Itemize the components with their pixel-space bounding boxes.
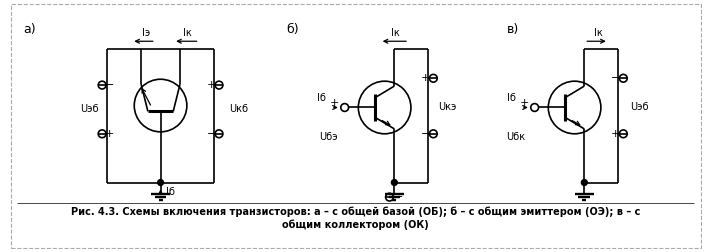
Text: Uкэ: Uкэ [438,103,456,112]
Text: Uбэ: Uбэ [319,132,338,142]
Text: в): в) [506,23,518,36]
Text: −: − [421,129,430,139]
Text: а): а) [23,23,36,36]
Text: Iк: Iк [183,28,192,39]
Text: Uкб: Uкб [229,104,248,114]
Circle shape [582,180,587,185]
Text: Iк: Iк [391,28,400,39]
Circle shape [392,180,397,185]
Text: +: + [105,129,114,139]
Text: Iб: Iб [166,187,175,197]
Text: −: − [394,192,403,202]
Text: б): б) [287,23,299,36]
Text: Iб: Iб [317,93,326,103]
Text: +: + [206,80,216,90]
Text: +: + [520,98,530,108]
Text: Uэб: Uэб [630,103,648,112]
Text: Uбк: Uбк [506,132,525,142]
Text: +: + [330,98,340,108]
Text: −: − [206,129,216,139]
Text: +: + [611,129,620,139]
Text: общим коллектором (ОК): общим коллектором (ОК) [282,219,429,230]
Text: −: − [105,80,114,90]
Text: Iб: Iб [507,93,515,103]
Text: Iэ: Iэ [141,28,150,39]
Text: Uэб: Uэб [80,104,98,114]
Text: Рис. 4.3. Схемы включения транзисторов: а – с общей базой (ОБ); б – с общим эмит: Рис. 4.3. Схемы включения транзисторов: … [70,206,640,217]
Circle shape [158,180,164,185]
Text: +: + [421,73,430,83]
Text: Iк: Iк [594,28,602,39]
Text: −: − [611,73,620,83]
